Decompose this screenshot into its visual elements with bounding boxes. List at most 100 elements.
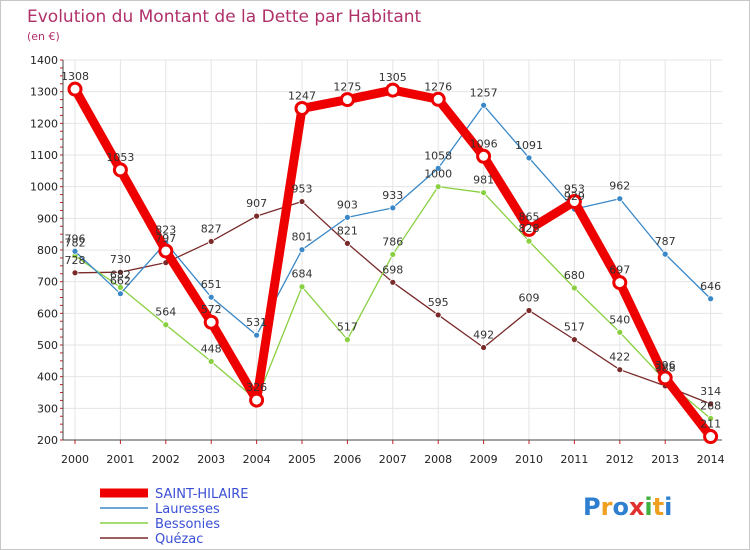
- point-qu-zac: [253, 212, 261, 220]
- data-label-bessonies: 682: [110, 268, 131, 281]
- series-qu-zac: [71, 198, 714, 408]
- point-lauresses: [616, 195, 624, 203]
- point-qu-zac: [525, 307, 533, 314]
- data-label-qu-zac: 698: [382, 263, 403, 276]
- point-lauresses: [661, 250, 669, 258]
- data-label-qu-zac: 422: [609, 351, 630, 364]
- point-bessonies: [343, 336, 351, 344]
- y-tick-label: 700: [37, 276, 58, 289]
- point-lauresses: [343, 213, 351, 221]
- point-lauresses: [253, 331, 261, 339]
- data-label-lauresses: 1257: [470, 86, 498, 99]
- legend-label: Bessonies: [155, 517, 220, 532]
- point-lauresses: [480, 101, 488, 109]
- point-bessonies: [480, 189, 488, 197]
- data-label-bessonies: 828: [519, 222, 540, 235]
- data-label-qu-zac: 609: [519, 291, 540, 304]
- point-saint-hilaire: [385, 82, 401, 98]
- data-label-saint-hilaire: 1276: [424, 80, 452, 93]
- y-tick-label: 1200: [30, 117, 58, 130]
- point-saint-hilaire: [112, 162, 128, 178]
- data-label-saint-hilaire: 326: [246, 381, 267, 394]
- point-saint-hilaire: [249, 392, 265, 408]
- y-tick-label: 1400: [30, 54, 58, 67]
- y-tick-label: 1000: [30, 181, 58, 194]
- data-label-bessonies: 786: [382, 235, 403, 248]
- point-qu-zac: [389, 278, 397, 286]
- logo-letter: t: [653, 493, 664, 521]
- point-lauresses: [207, 293, 215, 301]
- point-bessonies: [525, 237, 533, 245]
- point-saint-hilaire: [476, 148, 492, 164]
- data-label-qu-zac: 827: [201, 222, 222, 235]
- x-tick-label: 2007: [379, 453, 407, 466]
- point-bessonies: [707, 415, 714, 422]
- point-saint-hilaire: [294, 100, 310, 116]
- data-label-bessonies: 268: [700, 399, 721, 412]
- data-label-saint-hilaire: 1096: [470, 137, 498, 150]
- point-lauresses: [525, 154, 533, 162]
- point-qu-zac: [707, 400, 714, 408]
- point-bessonies: [207, 358, 215, 365]
- data-label-saint-hilaire: 1247: [288, 89, 316, 102]
- x-tick-label: 2002: [152, 453, 180, 466]
- data-label-saint-hilaire: 1053: [106, 151, 134, 164]
- data-label-qu-zac: 728: [65, 254, 86, 267]
- point-saint-hilaire: [657, 370, 673, 386]
- point-qu-zac: [298, 198, 306, 205]
- data-label-lauresses: 651: [201, 278, 222, 291]
- x-tick-label: 2005: [288, 453, 316, 466]
- data-label-lauresses: 903: [337, 198, 358, 211]
- data-label-saint-hilaire: 1305: [379, 71, 407, 84]
- logo-letter: r: [601, 493, 613, 521]
- data-label-lauresses: 646: [700, 280, 721, 293]
- point-bessonies: [616, 328, 624, 336]
- data-label-bessonies: 680: [564, 269, 585, 282]
- chart-subtitle: (en €): [27, 30, 60, 43]
- chart-title: Evolution du Montant de la Dette par Hab…: [27, 7, 422, 27]
- point-lauresses: [434, 164, 442, 172]
- data-label-lauresses: 823: [155, 224, 176, 237]
- point-lauresses: [298, 246, 306, 254]
- data-label-lauresses: 929: [564, 190, 585, 203]
- data-label-bessonies: 540: [609, 313, 630, 326]
- data-label-lauresses: 796: [65, 232, 86, 245]
- data-label-bessonies: 388: [655, 361, 676, 374]
- x-tick-label: 2013: [651, 453, 679, 466]
- data-label-saint-hilaire: 797: [155, 232, 176, 245]
- x-tick-label: 2014: [697, 453, 725, 466]
- series-saint-hilaire: [67, 81, 719, 445]
- data-label-saint-hilaire: 953: [564, 183, 585, 196]
- data-label-saint-hilaire: 1275: [333, 81, 361, 94]
- y-tick-label: 200: [37, 434, 58, 447]
- point-qu-zac: [207, 238, 215, 245]
- data-label-qu-zac: 492: [473, 329, 494, 342]
- data-label-bessonies: 684: [292, 268, 313, 281]
- y-tick-label: 900: [37, 212, 58, 225]
- legend-label: Lauresses: [155, 502, 220, 517]
- data-label-bessonies: 448: [201, 342, 222, 355]
- data-label-lauresses: 662: [110, 275, 131, 288]
- logo-letter: i: [644, 493, 652, 521]
- point-qu-zac: [117, 268, 124, 276]
- x-tick-label: 2012: [606, 453, 634, 466]
- axes: 200 300 400 500 600 700 800 900 1000 1100 1200 1300…: [30, 54, 725, 466]
- data-label-saint-hilaire: 1308: [61, 70, 89, 83]
- data-label-saint-hilaire: 697: [609, 264, 630, 277]
- point-qu-zac: [343, 239, 351, 247]
- point-bessonies: [162, 321, 170, 329]
- data-label-bessonies: 981: [473, 174, 494, 187]
- data-label-bessonies: 517: [337, 321, 358, 334]
- legend-label: Quézac: [155, 532, 203, 547]
- logo-letter: x: [629, 493, 645, 521]
- point-bessonies: [389, 251, 397, 258]
- point-qu-zac: [71, 269, 79, 277]
- data-label-lauresses: 933: [382, 189, 403, 202]
- data-label-bessonies: 782: [65, 237, 86, 250]
- y-tick-label: 1300: [30, 86, 58, 99]
- x-tick-label: 2001: [106, 453, 134, 466]
- proxiti-logo: Proxiti: [583, 493, 672, 521]
- logo-letter: o: [612, 493, 629, 521]
